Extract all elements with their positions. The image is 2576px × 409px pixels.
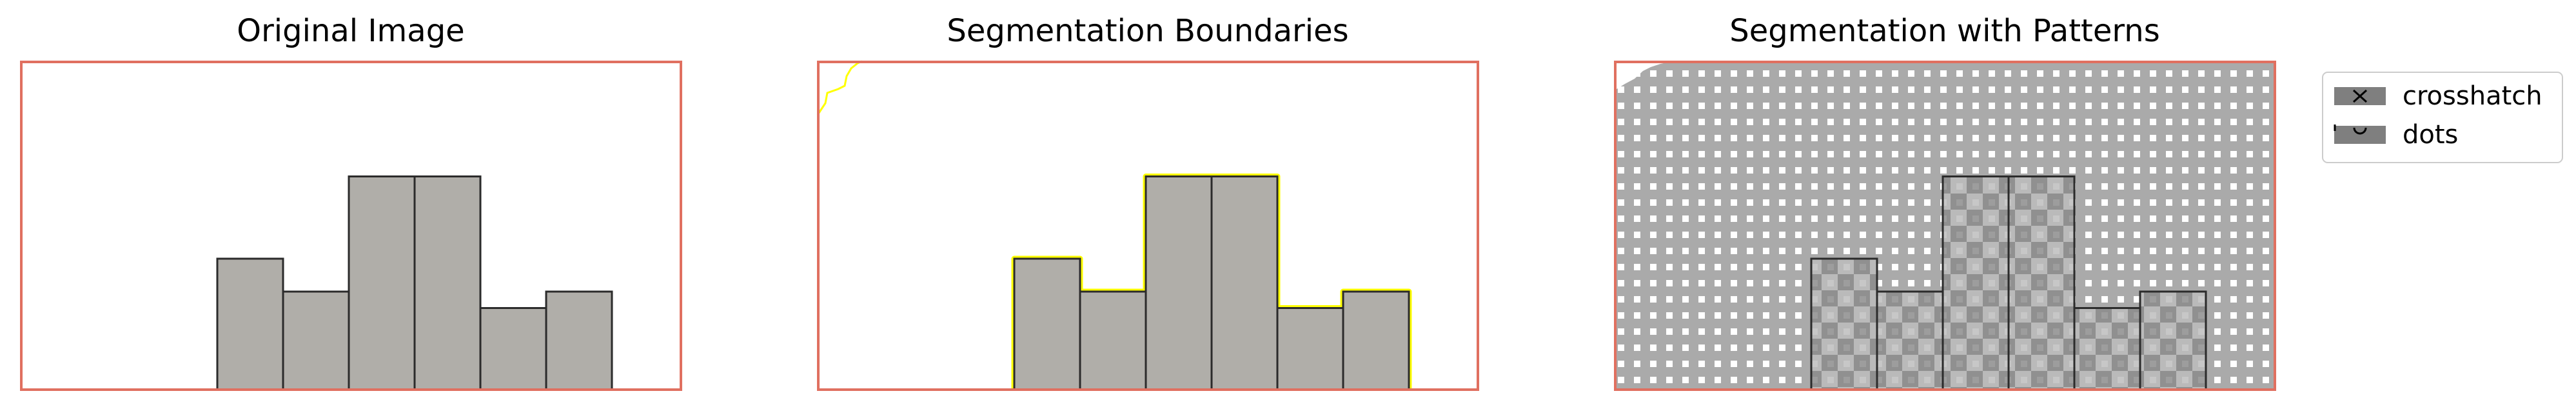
boundary-corner-artifact [816, 60, 863, 115]
legend: crosshatch dots [2322, 72, 2563, 163]
bar [2007, 175, 2076, 390]
panel-frame [20, 61, 682, 391]
bar [1876, 290, 1944, 390]
panel-title-patterns: Segmentation with Patterns [1729, 13, 2159, 49]
bar [1145, 175, 1213, 390]
legend-label-crosshatch: crosshatch [2403, 81, 2542, 111]
crosshatch-icon [2352, 89, 2368, 103]
bar [216, 257, 284, 390]
panel-boundaries: Segmentation Boundaries [816, 13, 1479, 391]
bar [2139, 290, 2207, 390]
panel-frame [817, 61, 1479, 391]
bar-group [216, 175, 613, 390]
panel-original: Original Image [20, 13, 682, 391]
bar [2073, 307, 2141, 390]
panel-patterns: Segmentation with Patterns [1614, 13, 2276, 391]
bar [1210, 175, 1279, 390]
bar [1942, 175, 2010, 390]
bar-group [1810, 175, 2207, 390]
panel-title-boundaries: Segmentation Boundaries [947, 13, 1348, 49]
bar [1810, 257, 1878, 390]
bar [479, 307, 547, 390]
legend-label-dots: dots [2403, 120, 2458, 150]
bar [413, 175, 482, 390]
legend-item-dots: dots [2334, 120, 2458, 150]
legend-item-crosshatch: crosshatch [2334, 81, 2542, 111]
panel-title-original: Original Image [237, 13, 464, 49]
bar-group [1011, 174, 1412, 390]
bar [1013, 257, 1081, 390]
bar [1079, 290, 1147, 390]
bar [348, 175, 416, 390]
bar [545, 290, 613, 390]
bar [1342, 290, 1410, 390]
panel-frame [1614, 61, 2276, 391]
bar [282, 290, 350, 390]
dots-icon [2353, 127, 2367, 135]
legend-swatch-dots [2334, 126, 2386, 144]
bar [1276, 307, 1344, 390]
